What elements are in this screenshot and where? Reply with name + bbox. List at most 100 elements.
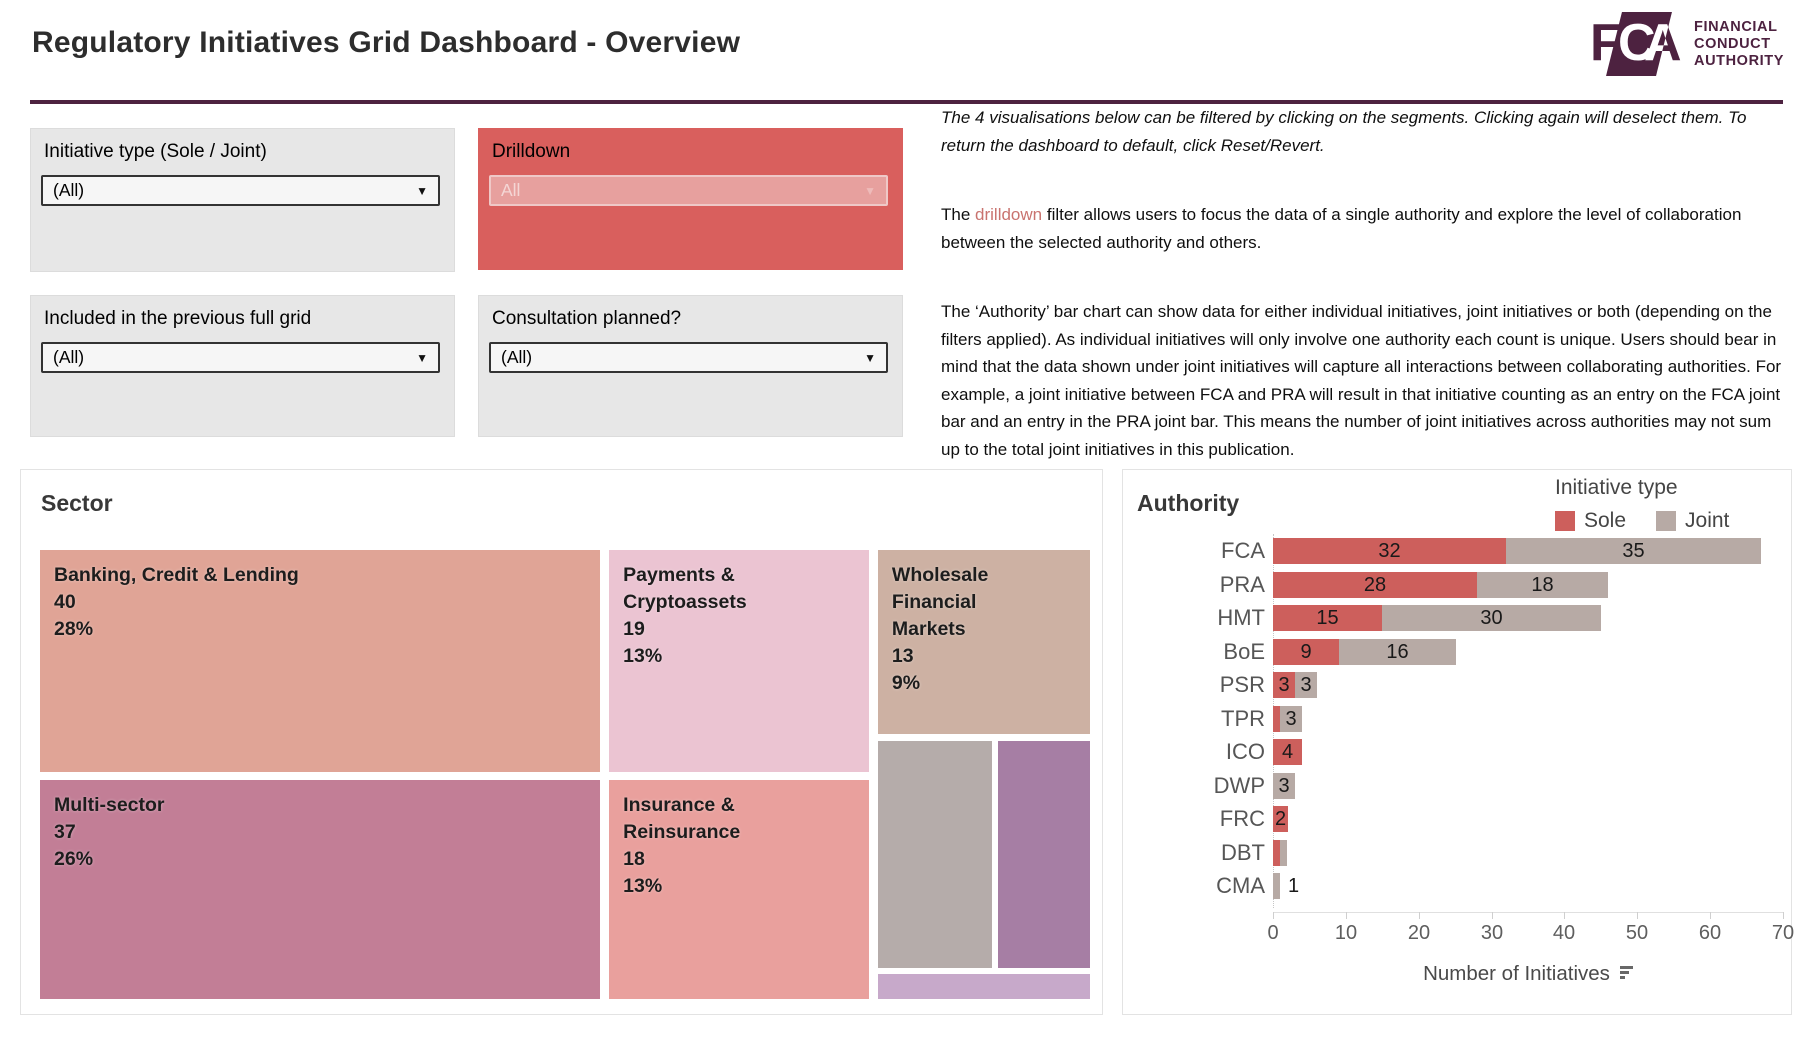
- authority-label-dwp: DWP: [1213, 773, 1265, 798]
- filter-drilldown-select[interactable]: All ▼: [489, 175, 888, 206]
- sector-treemap: Banking, Credit & Lending 40 28% Payments &…: [38, 548, 1092, 1001]
- treemap-sector-name: Insurance & Reinsurance: [623, 794, 741, 844]
- drilldown-highlight: drilldown: [975, 205, 1043, 225]
- authority-label-pra: PRA: [1219, 572, 1265, 597]
- legend-swatch-sole[interactable]: [1555, 511, 1575, 531]
- axis-tick-label: 70: [1771, 922, 1795, 944]
- treemap-segment-payments-cryptoassets[interactable]: Payments & Cryptoassets 19 13%: [607, 548, 871, 774]
- axis-tick: [1783, 912, 1784, 919]
- filter-initiative-type: Initiative type (Sole / Joint) (All) ▼: [30, 128, 455, 272]
- axis-tick: [1273, 912, 1274, 919]
- axis-tick-label: 20: [1407, 922, 1431, 944]
- authority-label-tpr: TPR: [1221, 706, 1265, 731]
- bar-row-fca: FCA 32 35: [1123, 538, 1791, 564]
- sort-descending-icon[interactable]: [1619, 966, 1633, 981]
- bar-cma-joint[interactable]: [1273, 873, 1280, 899]
- filter-drilldown: Drilldown All ▼: [478, 128, 903, 270]
- bar-psr-joint[interactable]: 3: [1295, 672, 1317, 698]
- x-axis-label: Number of Initiatives: [1273, 962, 1783, 986]
- axis-tick: [1346, 912, 1347, 919]
- authority-label-fca: FCA: [1221, 538, 1265, 563]
- bar-boe-joint[interactable]: 16: [1339, 639, 1456, 665]
- filter-previous-grid-select[interactable]: (All) ▼: [41, 342, 440, 373]
- bar-row-tpr: TPR 3: [1123, 706, 1791, 732]
- axis-tick-label: 0: [1267, 922, 1279, 944]
- authority-label-cma: CMA: [1216, 873, 1265, 898]
- treemap-sector-name: Payments & Cryptoassets: [623, 564, 747, 613]
- treemap-sector-value: 40: [54, 591, 76, 613]
- bar-ico-sole[interactable]: 4: [1273, 739, 1302, 765]
- authority-label-psr: PSR: [1219, 672, 1265, 697]
- treemap-sector-name: Wholesale Financial Markets: [891, 564, 989, 640]
- notes: The 4 visualisations below can be filter…: [941, 104, 1794, 505]
- treemap-label: Payments & Cryptoassets 19 13%: [609, 550, 869, 682]
- filter-previous-grid: Included in the previous full grid (All)…: [30, 295, 455, 437]
- bar-tpr-joint[interactable]: 3: [1280, 706, 1302, 732]
- note-drilldown: The drilldown filter allows users to foc…: [941, 205, 1742, 252]
- axis-tick-label: 30: [1480, 922, 1504, 944]
- bar-row-psr: PSR 3 3: [1123, 672, 1791, 698]
- filter-drilldown-label: Drilldown: [492, 141, 571, 162]
- page-title: Regulatory Initiatives Grid Dashboard - …: [32, 26, 741, 59]
- filter-previous-grid-value: (All): [53, 347, 85, 367]
- bar-row-boe: BoE 9 16: [1123, 639, 1791, 665]
- bar-psr-sole[interactable]: 3: [1273, 672, 1295, 698]
- bar-row-ico: ICO 4: [1123, 739, 1791, 765]
- treemap-sector-pct: 13%: [623, 875, 663, 898]
- fca-wordmark: FINANCIAL CONDUCT AUTHORITY: [1694, 18, 1784, 69]
- axis-tick: [1419, 912, 1420, 919]
- axis-tick-label: 50: [1625, 922, 1649, 944]
- bar-tpr-sole[interactable]: [1273, 706, 1280, 732]
- treemap-sector-value: 18: [623, 848, 645, 871]
- treemap-segment-wholesale-financial-markets[interactable]: Wholesale Financial Markets 13 9%: [875, 548, 1092, 736]
- treemap-segment-unlabeled-3[interactable]: [875, 972, 1092, 1001]
- bar-hmt-sole[interactable]: 15: [1273, 605, 1382, 631]
- legend-title: Initiative type: [1555, 476, 1678, 499]
- legend-label-joint[interactable]: Joint: [1685, 509, 1730, 532]
- sector-title: Sector: [41, 490, 113, 516]
- axis-tick: [1710, 912, 1711, 919]
- bar-dbt-sole[interactable]: [1273, 840, 1280, 866]
- treemap-segment-insurance-reinsurance[interactable]: Insurance & Reinsurance 18 13%: [607, 778, 871, 1001]
- axis-tick-label: 10: [1334, 922, 1358, 944]
- bar-row-dbt: DBT: [1123, 840, 1791, 866]
- note-filtering: The 4 visualisations below can be filter…: [941, 108, 1747, 155]
- filter-previous-grid-label: Included in the previous full grid: [44, 308, 312, 329]
- x-axis-line: [1273, 912, 1783, 913]
- bar-fca-sole[interactable]: 32: [1273, 538, 1506, 564]
- filter-consultation-select[interactable]: (All) ▼: [489, 342, 888, 373]
- bar-row-pra: PRA 28 18: [1123, 572, 1791, 598]
- treemap-sector-pct: 28%: [54, 618, 94, 640]
- legend: Initiative type Sole Joint: [1555, 476, 1759, 533]
- bar-boe-sole[interactable]: 9: [1273, 639, 1339, 665]
- authority-label-hmt: HMT: [1217, 605, 1265, 630]
- bar-pra-sole[interactable]: 28: [1273, 572, 1477, 598]
- bar-hmt-joint[interactable]: 30: [1382, 605, 1601, 631]
- legend-label-sole[interactable]: Sole: [1584, 509, 1627, 532]
- treemap-segment-multi-sector[interactable]: Multi-sector 37 26%: [38, 778, 602, 1001]
- bar-frc-sole[interactable]: 2: [1273, 806, 1288, 832]
- filter-consultation: Consultation planned? (All) ▼: [478, 295, 903, 437]
- treemap-label: Banking, Credit & Lending 40 28%: [40, 550, 600, 655]
- filter-initiative-type-select[interactable]: (All) ▼: [41, 175, 440, 206]
- axis-tick: [1492, 912, 1493, 919]
- treemap-label: Multi-sector 37 26%: [40, 780, 600, 885]
- bar-dbt-joint[interactable]: [1280, 840, 1287, 866]
- bar-fca-joint[interactable]: 35: [1506, 538, 1761, 564]
- treemap-segment-unlabeled-2[interactable]: [996, 739, 1092, 971]
- authority-label-ico: ICO: [1225, 739, 1265, 764]
- treemap-segment-unlabeled-1[interactable]: [875, 739, 994, 971]
- treemap-label: Insurance & Reinsurance 18 13%: [609, 780, 869, 912]
- bar-outside-label: 1: [1288, 875, 1300, 897]
- treemap-segment-banking-credit-lending[interactable]: Banking, Credit & Lending 40 28%: [38, 548, 602, 774]
- treemap-sector-value: 37: [54, 821, 76, 844]
- authority-bar-chart: Number of Initiatives FCA 32 35 PRA 28 18 HMT 1…: [1123, 534, 1794, 1008]
- bar-dwp-joint[interactable]: 3: [1273, 773, 1295, 799]
- legend-swatch-joint[interactable]: [1656, 511, 1677, 531]
- treemap-sector-pct: 26%: [54, 848, 94, 871]
- filter-consultation-value: (All): [501, 347, 533, 367]
- dropdown-arrow-icon: ▼: [864, 183, 876, 198]
- dropdown-arrow-icon: ▼: [416, 350, 428, 365]
- bar-pra-joint[interactable]: 18: [1477, 572, 1608, 598]
- treemap-sector-name: Banking, Credit & Lending: [54, 564, 299, 586]
